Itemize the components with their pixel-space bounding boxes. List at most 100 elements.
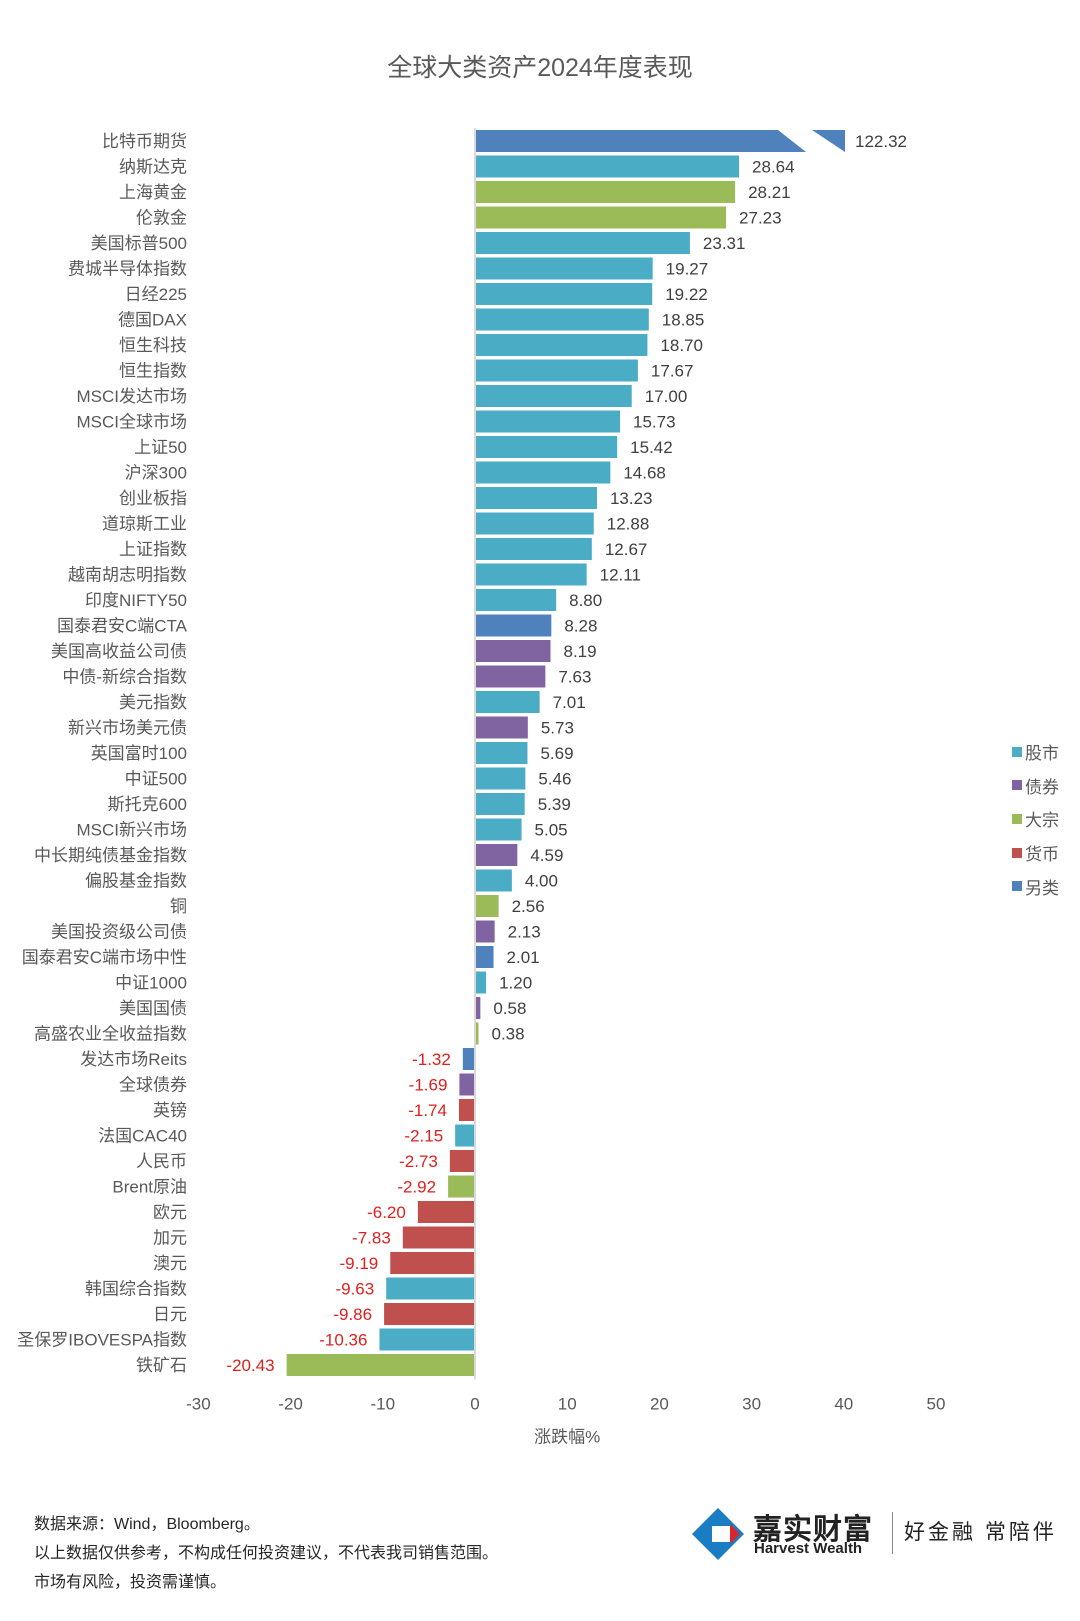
bar bbox=[475, 869, 512, 892]
value-label: -1.74 bbox=[408, 1101, 447, 1120]
legend-label: 股市 bbox=[1025, 744, 1059, 764]
value-label: -1.69 bbox=[409, 1076, 448, 1095]
data-source-note: 数据来源：Wind，Bloomberg。 bbox=[34, 1516, 260, 1533]
x-tick-label: 20 bbox=[650, 1395, 669, 1414]
x-tick-label: 10 bbox=[558, 1395, 577, 1414]
bar-break-segment bbox=[812, 130, 845, 152]
category-label: 中证1000 bbox=[115, 974, 187, 993]
category-label: Brent原油 bbox=[112, 1178, 187, 1197]
x-tick-label: -30 bbox=[186, 1395, 211, 1414]
bar bbox=[475, 1022, 479, 1045]
category-label: 欧元 bbox=[153, 1203, 187, 1222]
footer-notes: 数据来源：Wind，Bloomberg。 以上数据仅供参考，不构成任何投资建议，… bbox=[34, 1510, 498, 1597]
category-label: 美国高收益公司债 bbox=[51, 642, 187, 661]
bar bbox=[475, 461, 611, 484]
value-label: -6.20 bbox=[367, 1203, 406, 1222]
bar bbox=[475, 997, 481, 1019]
bar bbox=[475, 793, 525, 815]
bar bbox=[475, 538, 592, 560]
bar bbox=[475, 410, 621, 433]
value-label: 12.88 bbox=[607, 515, 650, 534]
bar bbox=[475, 920, 495, 943]
bar bbox=[475, 640, 551, 662]
bar bbox=[455, 1124, 475, 1147]
bar bbox=[379, 1328, 475, 1351]
bar bbox=[475, 487, 597, 509]
value-label: 2.01 bbox=[507, 948, 540, 967]
category-label: 上证50 bbox=[134, 438, 187, 457]
category-label: 恒生科技 bbox=[119, 336, 187, 355]
legend-item-alternative: 另类 bbox=[1012, 869, 1059, 903]
legend-item-stock: 股市 bbox=[1012, 735, 1059, 769]
value-label: 0.58 bbox=[493, 999, 526, 1018]
bar bbox=[384, 1303, 475, 1325]
value-label: -9.63 bbox=[335, 1280, 374, 1299]
bar bbox=[386, 1277, 475, 1300]
value-label: 13.23 bbox=[610, 489, 653, 508]
category-label: 中债-新综合指数 bbox=[62, 668, 187, 687]
legend-swatch bbox=[1012, 881, 1022, 892]
labels-layer: 比特币期货 122.32 纳斯达克 28.64 上海黄金 28.21 伦敦金 27.23 美国标… bbox=[17, 132, 907, 1375]
bar bbox=[475, 665, 546, 688]
value-label: -7.83 bbox=[352, 1229, 391, 1248]
value-label: 5.73 bbox=[541, 719, 574, 738]
bar bbox=[475, 946, 494, 968]
x-tick-label: -10 bbox=[371, 1395, 396, 1414]
value-label: 28.21 bbox=[748, 183, 791, 202]
bar bbox=[475, 895, 499, 917]
value-label: 7.63 bbox=[558, 668, 591, 687]
bar bbox=[402, 1226, 475, 1249]
risk-warning-note: 市场有风险，投资需谨慎。 bbox=[34, 1574, 227, 1591]
category-label: 圣保罗IBOVESPA指数 bbox=[17, 1331, 187, 1350]
value-label: -10.36 bbox=[319, 1331, 367, 1350]
category-label: 加元 bbox=[153, 1229, 187, 1248]
bar bbox=[475, 385, 632, 407]
category-label: 发达市场Reits bbox=[80, 1050, 187, 1069]
legend-swatch bbox=[1012, 813, 1022, 824]
category-label: 澳元 bbox=[153, 1254, 187, 1273]
bar bbox=[449, 1150, 475, 1172]
value-label: 12.11 bbox=[600, 566, 641, 585]
category-label: 伦敦金 bbox=[136, 209, 187, 228]
category-label: 韩国综合指数 bbox=[85, 1280, 187, 1299]
x-tick-label: 0 bbox=[470, 1395, 479, 1414]
legend-label: 大宗 bbox=[1025, 811, 1059, 831]
bar bbox=[475, 691, 540, 713]
legend-swatch bbox=[1012, 780, 1022, 791]
bar bbox=[475, 436, 618, 458]
x-tick-label: 40 bbox=[834, 1395, 853, 1414]
bar bbox=[475, 130, 806, 152]
value-label: 8.28 bbox=[564, 617, 597, 636]
brand-logo: 嘉实财富 Harvest Wealth 好金融 常陪伴 bbox=[690, 1506, 1070, 1566]
category-label: 美元指数 bbox=[119, 693, 187, 712]
category-label: 高盛农业全收益指数 bbox=[34, 1025, 187, 1044]
disclaimer-note: 以上数据仅供参考，不构成任何投资建议，不代表我司销售范围。 bbox=[34, 1545, 499, 1562]
value-label: -9.19 bbox=[340, 1254, 379, 1273]
category-label: 越南胡志明指数 bbox=[68, 566, 187, 585]
value-label: 23.31 bbox=[703, 234, 746, 253]
category-label: 铁矿石 bbox=[136, 1356, 187, 1375]
value-label: 14.68 bbox=[623, 464, 666, 483]
bar bbox=[458, 1099, 475, 1121]
x-tick-label: 50 bbox=[927, 1395, 946, 1414]
category-label: 日经225 bbox=[125, 285, 187, 304]
value-label: 8.19 bbox=[564, 642, 597, 661]
value-label: -2.92 bbox=[397, 1178, 436, 1197]
legend: 股市 债券 大宗 货币 另类 bbox=[1012, 735, 1059, 903]
value-label: -1.32 bbox=[412, 1050, 451, 1069]
bar bbox=[475, 767, 526, 790]
category-label: 英镑 bbox=[153, 1101, 187, 1120]
value-label: 122.32 bbox=[855, 132, 907, 151]
x-axis-ticks: -30 -20 -10 0 10 20 30 40 50 bbox=[186, 1395, 945, 1414]
x-axis-title: 涨跌幅% bbox=[534, 1428, 600, 1447]
category-label: 日元 bbox=[153, 1305, 187, 1324]
value-label: 15.73 bbox=[633, 413, 676, 432]
category-label: 美国投资级公司债 bbox=[51, 923, 187, 942]
category-label: 偏股基金指数 bbox=[85, 872, 187, 891]
harvest-wealth-logo-icon bbox=[692, 1508, 744, 1560]
legend-item-bond: 债券 bbox=[1012, 769, 1059, 803]
category-label: 国泰君安C端市场中性 bbox=[22, 948, 187, 967]
brand-divider bbox=[892, 1512, 893, 1554]
legend-label: 债券 bbox=[1025, 777, 1059, 797]
bar bbox=[475, 742, 528, 764]
